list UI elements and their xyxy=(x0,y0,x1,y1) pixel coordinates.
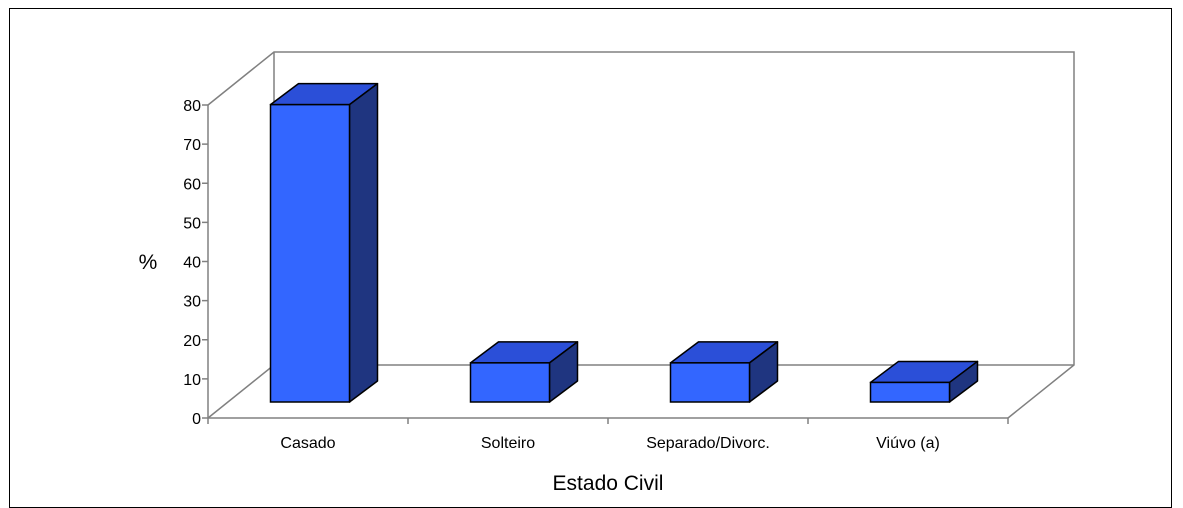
bar-front-face xyxy=(669,362,751,403)
chart-frame xyxy=(9,8,1172,508)
bars xyxy=(269,82,979,403)
y-axis: 0 10 20 30 40 50 60 70 80 xyxy=(183,98,209,428)
y-tick-label: 10 xyxy=(183,372,201,389)
bar-front-face xyxy=(469,362,551,403)
bar-front-face xyxy=(269,103,351,403)
x-tick-label: Solteiro xyxy=(481,435,535,452)
y-tick-label: 70 xyxy=(183,137,201,154)
bar-front-face xyxy=(869,381,951,403)
y-tick-label: 30 xyxy=(183,294,201,311)
bar-side-face xyxy=(348,82,379,403)
bar xyxy=(669,341,779,403)
floor-left-edge xyxy=(207,364,275,419)
y-tick-label: 50 xyxy=(183,215,201,232)
x-tick-label: Separado/Divorc. xyxy=(646,435,770,452)
bar xyxy=(269,82,379,403)
y-tick-label: 20 xyxy=(183,333,201,350)
y-axis-title: % xyxy=(139,251,158,274)
y-tick-label: 80 xyxy=(183,98,201,115)
x-axis-title: Estado Civil xyxy=(553,472,664,495)
bar xyxy=(469,341,579,403)
y-tick-label: 40 xyxy=(183,255,201,272)
bar xyxy=(869,360,979,403)
y-tick-label: 60 xyxy=(183,176,201,193)
x-tick-label: Casado xyxy=(280,435,335,452)
back-wall-outline xyxy=(207,51,1075,419)
x-tick-label: Viúvo (a) xyxy=(876,435,940,452)
y-tick-label: 0 xyxy=(192,411,201,428)
x-axis: Casado Solteiro Separado/Divorc. Viúvo (a) xyxy=(207,417,1009,452)
